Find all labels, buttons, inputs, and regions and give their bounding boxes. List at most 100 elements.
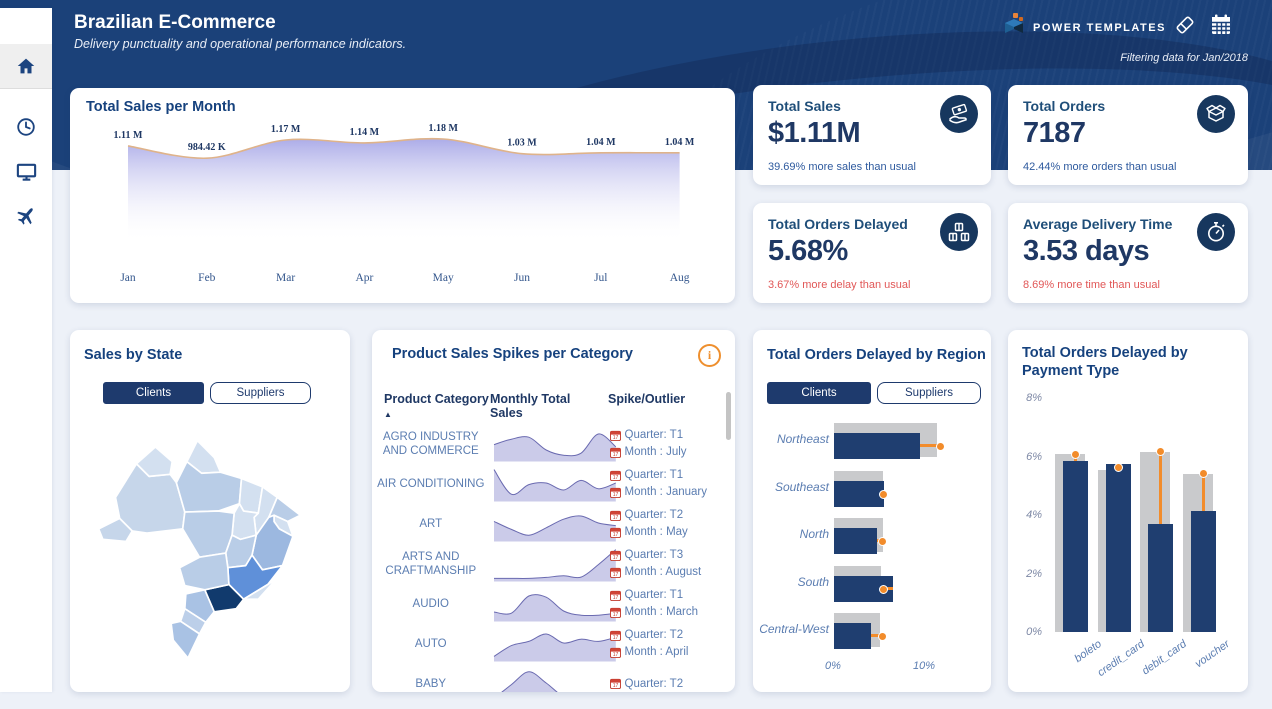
table-row[interactable]: BABY 17 Quarter: T2 <box>372 664 727 692</box>
calendar-mini-icon: 17 <box>609 447 621 458</box>
data-label: 1.04 M <box>586 137 616 148</box>
axis-tick: Mar <box>276 272 295 284</box>
table-title: Product Sales Spikes per Category <box>392 346 633 362</box>
hand-money-icon <box>940 95 978 133</box>
state-parana[interactable] <box>183 588 216 624</box>
payment-bar[interactable] <box>1055 390 1120 632</box>
table-scrollbar[interactable] <box>726 392 731 440</box>
table-header: Product Category Monthly Total Sales Spi… <box>372 392 735 420</box>
axis-tick: Feb <box>198 272 216 284</box>
region-label: Southeast <box>774 479 829 494</box>
calendar-mini-icon: 17 <box>609 631 621 642</box>
orders-delayed-by-region-card: Total Orders Delayed by Region Clients S… <box>753 330 991 692</box>
monthly-sales-area-chart[interactable]: 1.11 M Jan 984.42 K Feb 1.17 M Mar 1.14 M Apr 1.… <box>70 121 735 296</box>
table-row[interactable]: AUTO 17 Quarter: T2 17 Month : April <box>372 624 727 664</box>
chart-title: Sales by State <box>84 347 183 363</box>
axis-tick: 8% <box>1026 392 1042 404</box>
kpi-title: Total Sales <box>768 98 841 114</box>
svg-text:17: 17 <box>612 492 618 498</box>
table-row[interactable]: AUDIO 17 Quarter: T1 17 Month : March <box>372 584 727 624</box>
table-row[interactable]: ART 17 Quarter: T2 17 Month : May <box>372 504 727 544</box>
axis-tick: Apr <box>355 272 373 284</box>
svg-text:17: 17 <box>612 684 618 690</box>
clients-button[interactable]: Clients <box>103 382 204 404</box>
region-row: Central-West <box>753 610 991 658</box>
sparkline-cell <box>490 621 616 668</box>
product-category-cell: BABY <box>415 677 447 690</box>
svg-text:17: 17 <box>612 435 618 441</box>
clear-filters-eraser-icon[interactable] <box>1172 12 1198 38</box>
payment-bar-chart: boleto credit_card debit_card voucher <box>1048 330 1248 692</box>
filter-status-text: Filtering data for Jan/2018 <box>1120 52 1248 64</box>
table-row[interactable]: AIR CONDITIONING 17 Quarter: T1 17 Month : J… <box>372 464 727 504</box>
table-row[interactable]: ARTS AND CRAFTMANSHIP 17 Quarter: T3 17 Mont… <box>372 544 727 584</box>
column-monthly-total-sales[interactable]: Monthly Total Sales <box>490 392 571 420</box>
axis-tick: Jan <box>120 272 136 284</box>
table-body: AGRO INDUSTRY AND COMMERCE 17 Quarter: T1 1… <box>372 424 727 692</box>
suppliers-button[interactable]: Suppliers <box>210 382 311 404</box>
stopwatch-icon <box>1197 213 1235 251</box>
axis-tick: 6% <box>1026 451 1042 463</box>
region-bar[interactable] <box>834 518 984 558</box>
axis-tick: May <box>433 272 454 284</box>
total-sales-per-month-card: Total Sales per Month 1.11 M Jan 984.42 K F… <box>70 88 735 303</box>
kpi-note: 39.69% more sales than usual <box>768 161 916 173</box>
chart-title: Total Sales per Month <box>86 99 236 115</box>
product-category-cell: ART <box>419 517 443 530</box>
sort-ascending-icon[interactable]: ▲ <box>384 410 392 419</box>
spike-outlier-cell: 17 Quarter: T2 <box>600 676 727 692</box>
svg-text:17: 17 <box>612 515 618 521</box>
region-bar[interactable] <box>834 565 984 606</box>
state-mato-grosso-sul[interactable] <box>178 552 230 591</box>
clients-suppliers-toggle: Clients Suppliers <box>767 382 981 404</box>
suppliers-button[interactable]: Suppliers <box>877 382 981 404</box>
column-product-category[interactable]: Product Category <box>384 392 489 406</box>
calendar-mini-icon: 17 <box>609 647 621 658</box>
area-line <box>127 137 680 160</box>
spike-outlier-cell: 17 Quarter: T1 17 Month : January <box>600 467 727 500</box>
sidebar-item-delivery[interactable] <box>0 193 52 237</box>
kpi-value: 5.68% <box>768 235 848 267</box>
spike-outlier-cell: 17 Quarter: T2 17 Month : April <box>600 627 727 660</box>
table-row[interactable]: AGRO INDUSTRY AND COMMERCE 17 Quarter: T1 1… <box>372 424 727 464</box>
sidebar-item-history[interactable] <box>0 105 52 149</box>
payment-bar[interactable] <box>1097 390 1163 632</box>
payment-bar[interactable] <box>1140 390 1205 632</box>
kpi-note: 3.67% more delay than usual <box>768 279 911 291</box>
axis-tick: Jul <box>594 272 607 284</box>
state-rio-espirito[interactable] <box>242 578 277 601</box>
kpi-title: Average Delivery Time <box>1023 216 1173 232</box>
region-row: Northeast <box>753 420 991 468</box>
data-label: 1.18 M <box>428 123 458 134</box>
region-bar[interactable] <box>834 470 984 511</box>
page-title: Brazilian E-Commerce <box>74 12 276 33</box>
spike-outlier-cell: 17 Quarter: T1 17 Month : July <box>600 427 727 460</box>
kpi-note: 42.44% more orders than usual <box>1023 161 1177 173</box>
column-spike-outlier[interactable]: Spike/Outlier <box>608 392 686 406</box>
kpi-total-sales-card: Total Sales $1.11M 39.69% more sales tha… <box>753 85 991 185</box>
calendar-icon[interactable] <box>1208 12 1234 38</box>
payment-bar[interactable] <box>1183 390 1248 632</box>
calendar-mini-icon: 17 <box>609 591 621 602</box>
svg-text:17: 17 <box>612 572 618 578</box>
info-icon[interactable]: i <box>698 344 721 367</box>
region-bar[interactable] <box>834 613 984 653</box>
data-label: 1.04 M <box>665 137 695 148</box>
state-roraima[interactable] <box>135 446 174 478</box>
kpi-value: $1.11M <box>768 117 861 149</box>
axis-tick: Jun <box>514 272 530 284</box>
sidebar-item-home[interactable] <box>0 44 52 89</box>
region-bar[interactable] <box>834 423 984 463</box>
state-acre[interactable] <box>97 517 134 543</box>
brand-name: POWER TEMPLATES <box>1033 21 1166 34</box>
boxes-icon <box>940 213 978 251</box>
state-rio-grande-sul[interactable] <box>170 620 201 659</box>
product-category-cell: AIR CONDITIONING <box>377 477 485 490</box>
sidebar-item-operations[interactable] <box>0 149 52 193</box>
monitor-icon <box>15 160 38 183</box>
clients-button[interactable]: Clients <box>767 382 871 404</box>
plane-icon <box>15 204 38 227</box>
svg-text:17: 17 <box>612 612 618 618</box>
svg-text:17: 17 <box>612 635 618 641</box>
calendar-mini-icon: 17 <box>609 567 621 578</box>
